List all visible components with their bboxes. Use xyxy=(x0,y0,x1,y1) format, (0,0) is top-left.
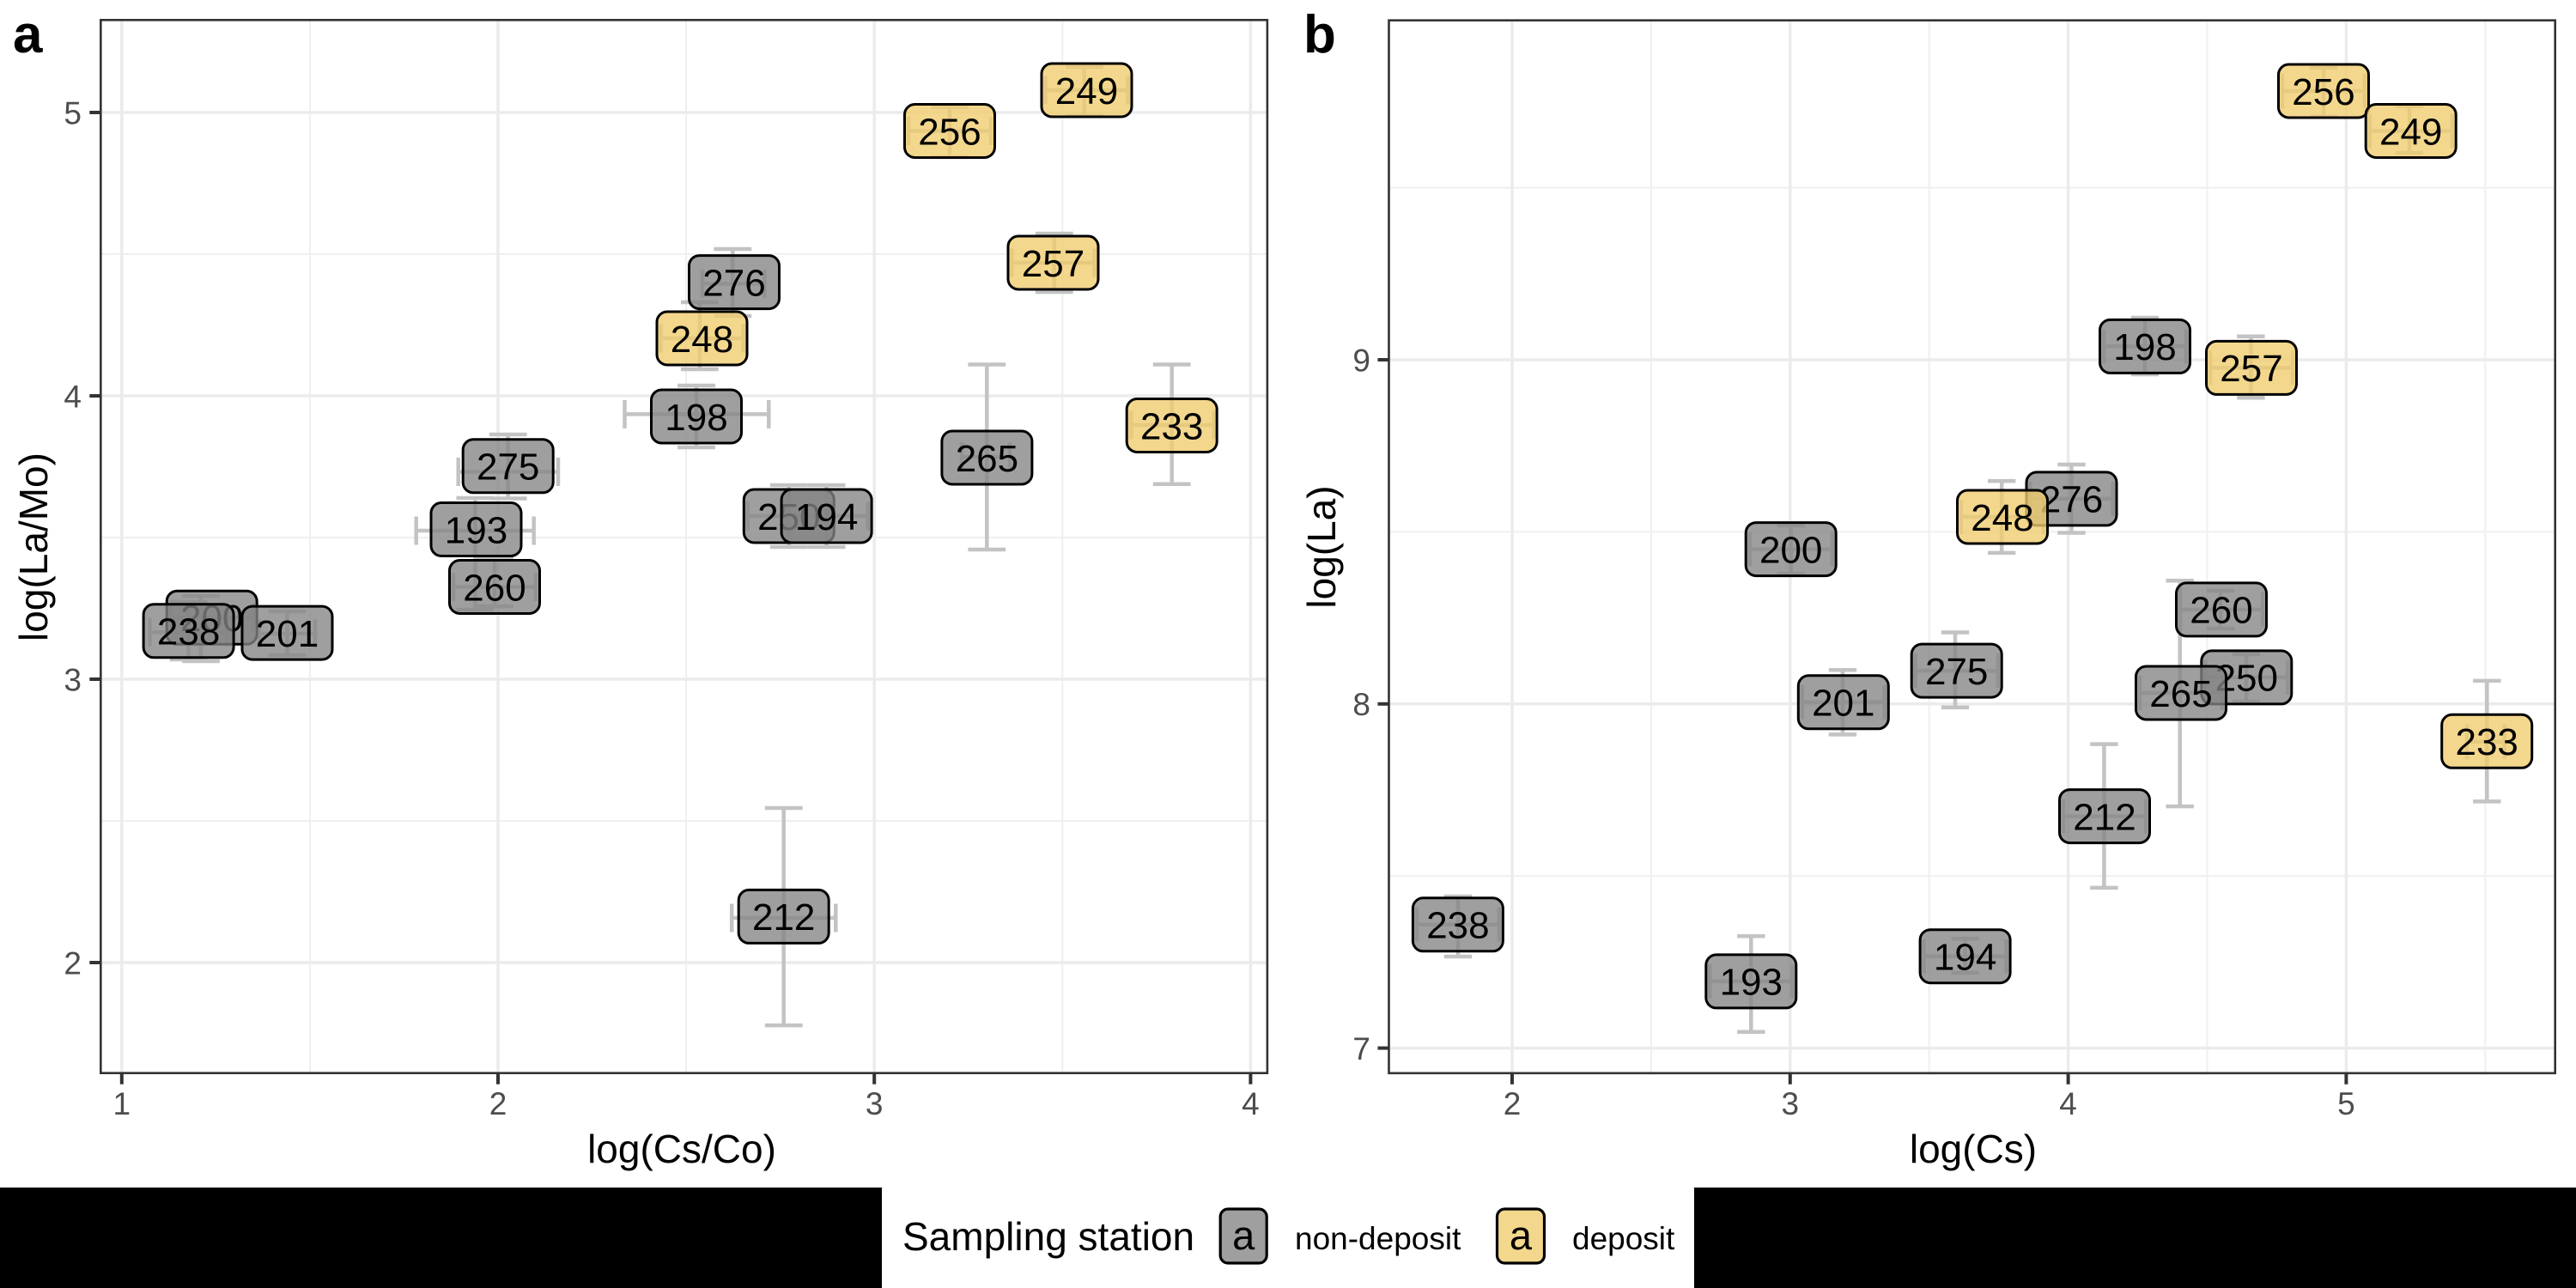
svg-text:238: 238 xyxy=(157,611,220,653)
svg-text:4: 4 xyxy=(64,379,82,414)
svg-text:233: 233 xyxy=(2455,721,2518,763)
svg-text:a: a xyxy=(1232,1212,1255,1258)
svg-text:248: 248 xyxy=(1971,497,2033,539)
svg-text:log(Cs): log(Cs) xyxy=(1910,1127,2037,1171)
svg-text:212: 212 xyxy=(752,896,815,939)
svg-text:a: a xyxy=(13,5,43,64)
svg-text:3: 3 xyxy=(64,662,82,697)
svg-text:198: 198 xyxy=(665,397,727,439)
svg-text:249: 249 xyxy=(2379,111,2442,153)
svg-text:256: 256 xyxy=(2292,71,2354,113)
svg-text:5: 5 xyxy=(2337,1086,2355,1121)
svg-text:non-deposit: non-deposit xyxy=(1295,1221,1461,1256)
svg-text:260: 260 xyxy=(2190,590,2252,632)
svg-text:Sampling station: Sampling station xyxy=(902,1214,1194,1259)
svg-text:194: 194 xyxy=(1934,937,1996,979)
svg-text:log(La): log(La) xyxy=(1299,485,1344,608)
svg-text:194: 194 xyxy=(795,496,858,538)
svg-text:2: 2 xyxy=(489,1086,507,1121)
svg-text:4: 4 xyxy=(1242,1086,1260,1121)
svg-text:b: b xyxy=(1303,5,1336,64)
svg-text:7: 7 xyxy=(1352,1031,1370,1066)
svg-text:3: 3 xyxy=(866,1086,884,1121)
svg-text:248: 248 xyxy=(671,319,733,361)
svg-text:276: 276 xyxy=(2040,479,2103,521)
svg-text:233: 233 xyxy=(1140,405,1203,447)
svg-text:257: 257 xyxy=(1022,243,1084,285)
svg-text:deposit: deposit xyxy=(1572,1221,1675,1256)
svg-text:201: 201 xyxy=(256,613,319,655)
svg-text:2: 2 xyxy=(1504,1086,1522,1121)
svg-text:5: 5 xyxy=(64,95,82,131)
svg-text:4: 4 xyxy=(2059,1086,2077,1121)
svg-text:276: 276 xyxy=(702,262,765,304)
svg-text:a: a xyxy=(1510,1212,1533,1258)
svg-text:3: 3 xyxy=(1782,1086,1800,1121)
svg-text:log(La/Mo): log(La/Mo) xyxy=(11,453,56,641)
svg-text:265: 265 xyxy=(956,438,1018,480)
svg-text:275: 275 xyxy=(1925,651,1988,693)
svg-text:193: 193 xyxy=(445,509,507,551)
svg-text:200: 200 xyxy=(1759,529,1822,571)
svg-text:log(Cs/Co): log(Cs/Co) xyxy=(587,1127,776,1171)
svg-text:265: 265 xyxy=(2149,673,2212,715)
svg-text:275: 275 xyxy=(477,447,539,489)
svg-text:257: 257 xyxy=(2220,348,2282,390)
svg-text:9: 9 xyxy=(1352,343,1370,378)
svg-text:238: 238 xyxy=(1426,905,1489,947)
svg-text:1: 1 xyxy=(113,1086,131,1121)
svg-text:8: 8 xyxy=(1352,687,1370,722)
svg-text:249: 249 xyxy=(1055,70,1118,112)
svg-text:256: 256 xyxy=(918,111,981,153)
svg-text:201: 201 xyxy=(1812,683,1874,725)
svg-text:260: 260 xyxy=(463,567,526,609)
svg-text:193: 193 xyxy=(1720,962,1783,1004)
svg-text:2: 2 xyxy=(64,945,82,981)
svg-text:198: 198 xyxy=(2113,326,2176,368)
svg-text:212: 212 xyxy=(2073,796,2136,838)
